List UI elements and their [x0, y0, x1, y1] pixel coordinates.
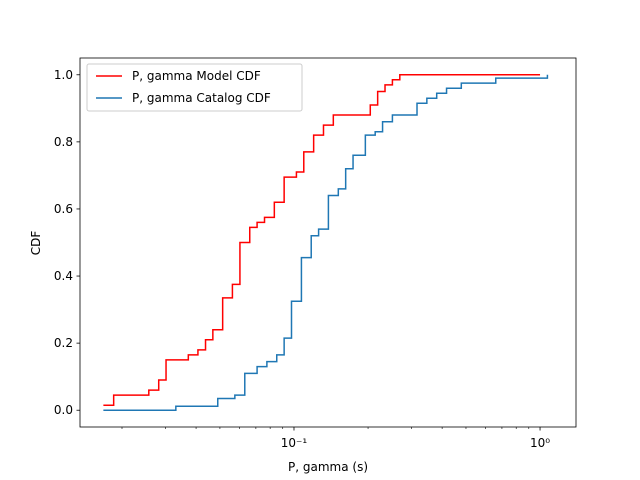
- x-axis-label: P, gamma (s): [288, 460, 368, 474]
- axes-frame: [79, 57, 577, 428]
- x-axis: 10⁻¹ 10⁰: [121, 427, 550, 450]
- y-tick-label: 0.2: [54, 336, 73, 350]
- y-tick-label: 0.0: [54, 403, 73, 417]
- legend-label: P, gamma Catalog CDF: [132, 91, 271, 105]
- x-tick-label: 10⁰: [530, 436, 550, 450]
- y-axis-label: CDF: [29, 231, 43, 256]
- x-tick-label: 10⁻¹: [281, 436, 308, 450]
- y-tick-label: 0.6: [54, 202, 73, 216]
- legend-label: P, gamma Model CDF: [132, 69, 261, 83]
- y-tick-label: 0.8: [54, 135, 73, 149]
- series-line-catalog-cdf: [103, 74, 549, 411]
- legend-box: [86, 63, 303, 112]
- y-axis: 0.0 0.2 0.4 0.6 0.8 1.0: [54, 68, 80, 417]
- series-line-model-cdf: [103, 74, 541, 406]
- legend: P, gamma Model CDF P, gamma Catalog CDF: [86, 63, 303, 112]
- plot-area: [79, 57, 577, 428]
- y-tick-label: 1.0: [54, 68, 73, 82]
- y-tick-label: 0.4: [54, 269, 73, 283]
